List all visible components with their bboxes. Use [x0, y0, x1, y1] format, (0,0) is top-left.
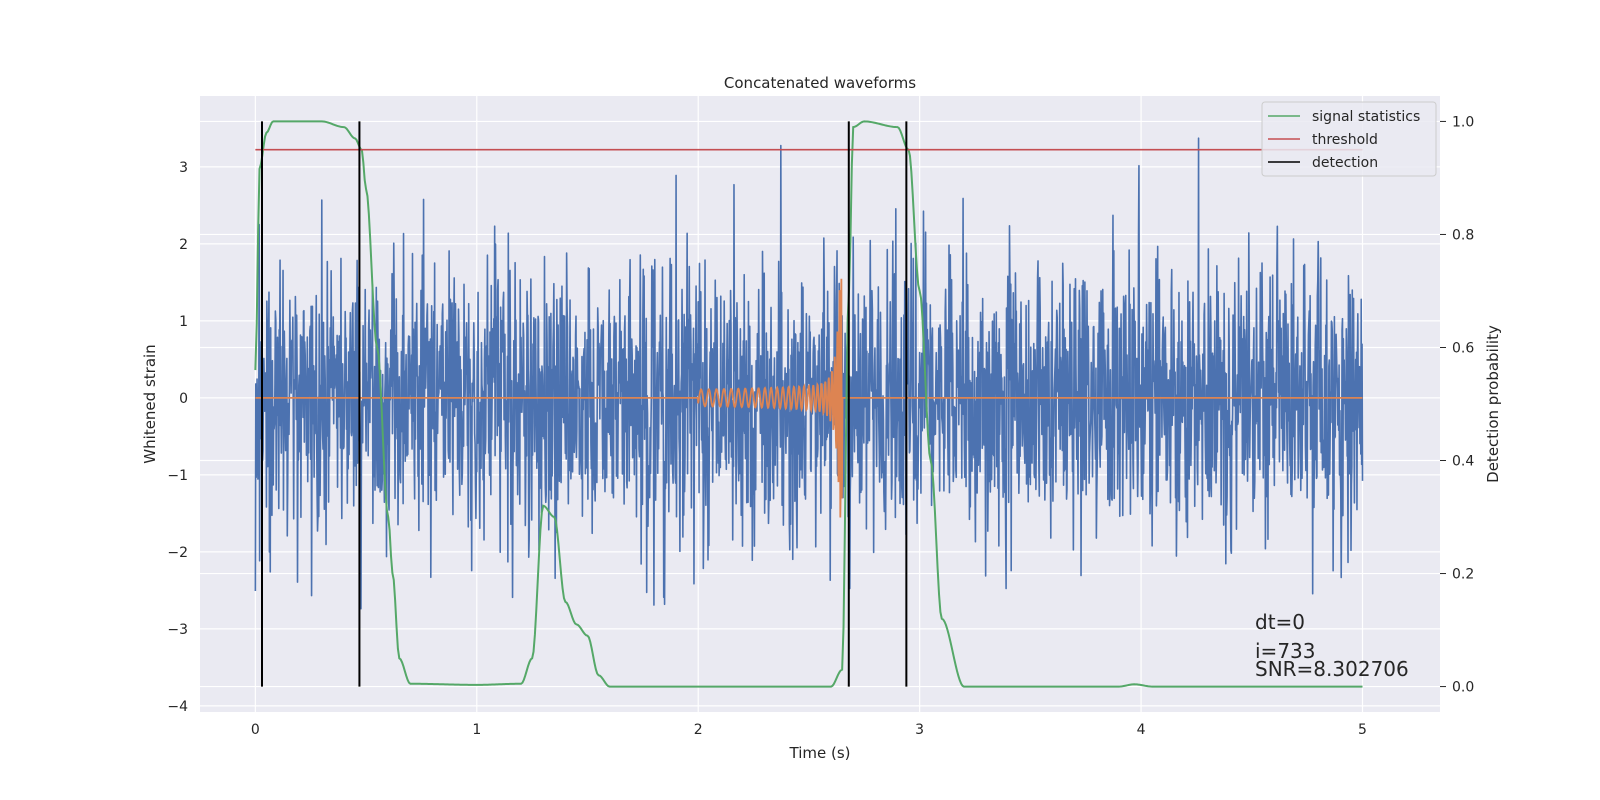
y-tick-label: 0	[179, 391, 188, 407]
y-axis-label: Whitened strain	[141, 344, 159, 463]
series-layer	[254, 120, 1364, 688]
series-chirp-line	[255, 278, 1363, 518]
annotation-snr: SNR=8.302706	[1255, 657, 1409, 681]
x-tick-label: 3	[915, 722, 924, 738]
y-tick-label: −3	[167, 622, 188, 638]
y-tick-label: 1	[179, 314, 188, 330]
annotation-dt: dt=0	[1255, 610, 1305, 634]
y2-axis-label: Detection probability	[1484, 325, 1502, 483]
y2-tick-label: 0.6	[1452, 340, 1474, 356]
x-tick-label: 0	[251, 722, 260, 738]
annotation-index: i=733	[1255, 639, 1316, 663]
legend-box	[1261, 101, 1437, 177]
series-signal-statistics-line	[254, 120, 1363, 688]
y2-ticks: 0.0 0.2 0.4 0.6 0.8 1.0	[1440, 114, 1474, 696]
legend: signal statistics threshold detection	[1261, 101, 1437, 177]
x-ticks: 0 1 2 3 4 5	[251, 722, 1367, 738]
y2-tick-label: 0.2	[1452, 567, 1474, 583]
series-noise-line	[254, 137, 1364, 610]
y-tick-label: 2	[179, 237, 188, 253]
legend-label-signal-statistics: signal statistics	[1312, 109, 1420, 125]
x-tick-label: 1	[472, 722, 481, 738]
x-tick-label: 5	[1358, 722, 1367, 738]
legend-label-threshold: threshold	[1312, 132, 1378, 148]
y-tick-label: −4	[167, 699, 188, 715]
y-tick-label: 3	[179, 160, 188, 176]
legend-label-detection: detection	[1312, 155, 1378, 171]
y-ticks: −4 −3 −2 −1 0 1 2 3	[167, 160, 188, 715]
chart-title: Concatenated waveforms	[724, 74, 916, 92]
x-axis-label: Time (s)	[789, 744, 851, 762]
y2-tick-label: 1.0	[1452, 114, 1474, 130]
x-tick-label: 4	[1137, 722, 1146, 738]
x-tick-label: 2	[694, 722, 703, 738]
y2-tick-label: 0.8	[1452, 227, 1474, 243]
y2-tick-label: 0.0	[1452, 680, 1474, 696]
y-tick-label: −2	[167, 545, 188, 561]
y2-tick-label: 0.4	[1452, 454, 1474, 470]
y-tick-label: −1	[167, 468, 188, 484]
